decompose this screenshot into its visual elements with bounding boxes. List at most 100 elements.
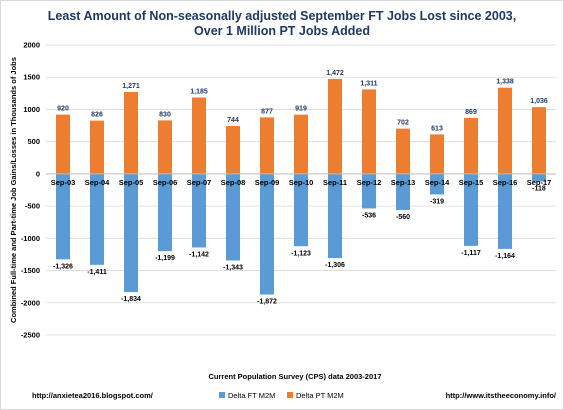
data-label-ft: -1,872 xyxy=(257,299,277,306)
category-label: Sep-06 xyxy=(153,178,178,187)
bar-ft-sep-04 xyxy=(90,173,104,265)
bar-ft-sep-15 xyxy=(464,173,478,246)
bar-ft-sep-09 xyxy=(260,173,274,295)
data-label-pt: 869 xyxy=(465,109,477,116)
data-label-ft: -1,306 xyxy=(325,262,345,269)
category-labels: Sep-03 Sep-04 Sep-05 Sep-06 Sep-07 Sep-08 Sep-… xyxy=(51,178,552,187)
bar-ft-sep-05 xyxy=(124,173,138,293)
data-label-ft: -1,343 xyxy=(223,264,243,271)
x-axis-title: Current Population Survey (CPS) data 200… xyxy=(209,372,382,381)
data-label-ft: -1,411 xyxy=(87,269,107,276)
legend-label-ft: Delta FT M2M xyxy=(228,391,275,400)
footer-right-url: http://www.itstheeconomy.info/ xyxy=(446,391,557,400)
y-tick-label: 1500 xyxy=(23,73,40,82)
data-label-ft: -1,199 xyxy=(155,255,175,262)
data-label-pt: 1,036 xyxy=(530,98,548,105)
category-label: Sep-17 xyxy=(527,178,552,187)
category-label: Sep-08 xyxy=(221,178,246,187)
legend-swatch-pt xyxy=(287,392,293,398)
legend: Delta FT M2M Delta PT M2M xyxy=(219,391,344,400)
category-label: Sep-09 xyxy=(255,178,280,187)
data-label-pt: 1,338 xyxy=(496,79,514,86)
category-label: Sep-16 xyxy=(493,178,518,187)
footer-left-url: http://anxietea2016.blogspot.com/ xyxy=(32,391,154,400)
category-label: Sep-11 xyxy=(323,178,347,187)
bar-pt-sep-16 xyxy=(498,87,512,174)
data-label-pt: 744 xyxy=(227,117,239,124)
bar-ft-sep-14 xyxy=(430,173,444,195)
data-label-pt: 877 xyxy=(261,108,273,115)
bar-pt-sep-04 xyxy=(90,120,104,174)
data-label-ft: -118 xyxy=(532,185,546,192)
category-label: Sep-07 xyxy=(187,178,212,187)
category-label: Sep-10 xyxy=(289,178,314,187)
y-tick-label: -500 xyxy=(25,202,40,211)
data-label-pt: 920 xyxy=(57,106,69,113)
data-label-ft: -536 xyxy=(362,212,376,219)
y-tick-label: -2000 xyxy=(21,298,40,307)
category-label: Sep-05 xyxy=(119,178,144,187)
bar-pt-sep-12 xyxy=(362,89,376,174)
data-label-pt: 613 xyxy=(431,125,443,132)
category-label: Sep-12 xyxy=(357,178,382,187)
data-label-pt: 919 xyxy=(295,106,307,113)
bar-ft-sep-16 xyxy=(498,173,512,249)
chart-title-line2: Over 1 Million PT Jobs Added xyxy=(194,24,370,38)
data-label-ft: -560 xyxy=(396,214,410,221)
data-label-ft: -1,117 xyxy=(461,250,481,257)
data-label-ft: -1,834 xyxy=(121,296,141,303)
bar-pt-sep-08 xyxy=(226,125,240,174)
legend-label-pt: Delta PT M2M xyxy=(296,391,344,400)
data-label-pt: 1,311 xyxy=(360,80,377,87)
bar-ft-sep-06 xyxy=(158,173,172,252)
category-label: Sep-13 xyxy=(391,178,416,187)
y-tick-label: 2000 xyxy=(23,41,40,50)
legend-swatch-ft xyxy=(219,392,225,398)
bar-ft-sep-07 xyxy=(192,173,206,248)
data-label-ft: -1,164 xyxy=(495,253,515,260)
bar-ft-sep-17 xyxy=(532,173,546,182)
y-tick-label: -1500 xyxy=(21,266,40,275)
data-labels: 920 -1,326 826 -1,411 1,271 -1,834 830 -1,199 1,… xyxy=(53,70,548,306)
bar-pt-sep-03 xyxy=(56,114,70,174)
category-label: Sep-14 xyxy=(425,178,450,187)
data-label-pt: 702 xyxy=(397,120,409,127)
y-tick-label: 1000 xyxy=(23,105,40,114)
y-tick-label: -2500 xyxy=(21,331,40,340)
bar-pt-sep-17 xyxy=(532,107,546,174)
y-axis-ticks: 2000 1500 1000 500 0 -500 -1000 -1500 -2000 -2500 xyxy=(21,41,40,340)
y-tick-label: -1000 xyxy=(21,234,40,243)
bar-pt-sep-10 xyxy=(294,114,308,174)
bar-ft-sep-13 xyxy=(396,173,410,210)
bar-ft-sep-03 xyxy=(56,173,70,260)
data-label-pt: 1,472 xyxy=(326,70,344,77)
chart-title-line1: Least Amount of Non-seasonally adjusted … xyxy=(48,9,516,23)
bar-ft-sep-12 xyxy=(362,173,376,209)
bar-pt-sep-09 xyxy=(260,117,274,174)
bar-pt-sep-13 xyxy=(396,128,410,174)
data-label-ft: -1,142 xyxy=(189,251,209,258)
data-label-pt: 826 xyxy=(91,112,103,119)
category-label: Sep-15 xyxy=(459,178,484,187)
data-label-pt: 830 xyxy=(159,111,171,118)
bar-ft-sep-11 xyxy=(328,173,342,259)
bar-pt-sep-06 xyxy=(158,120,172,174)
bar-ft-sep-08 xyxy=(226,173,240,261)
data-label-ft: -1,326 xyxy=(53,263,73,270)
y-axis-title: Combined Full-time and Part-time Job Gai… xyxy=(9,57,18,323)
bar-pt-sep-14 xyxy=(430,134,444,174)
y-tick-label: 500 xyxy=(27,137,40,146)
y-tick-label: 0 xyxy=(36,169,40,178)
bar-ft-sep-10 xyxy=(294,173,308,247)
data-label-ft: -319 xyxy=(430,198,444,205)
bar-pt-sep-05 xyxy=(124,91,138,174)
category-label: Sep-04 xyxy=(85,178,110,187)
bars xyxy=(56,79,546,295)
category-label: Sep-03 xyxy=(51,178,76,187)
data-label-pt: 1,271 xyxy=(122,83,140,90)
bar-pt-sep-15 xyxy=(464,117,478,174)
bar-pt-sep-07 xyxy=(192,97,206,174)
data-label-pt: 1,185 xyxy=(190,89,208,96)
bar-pt-sep-11 xyxy=(328,79,342,174)
